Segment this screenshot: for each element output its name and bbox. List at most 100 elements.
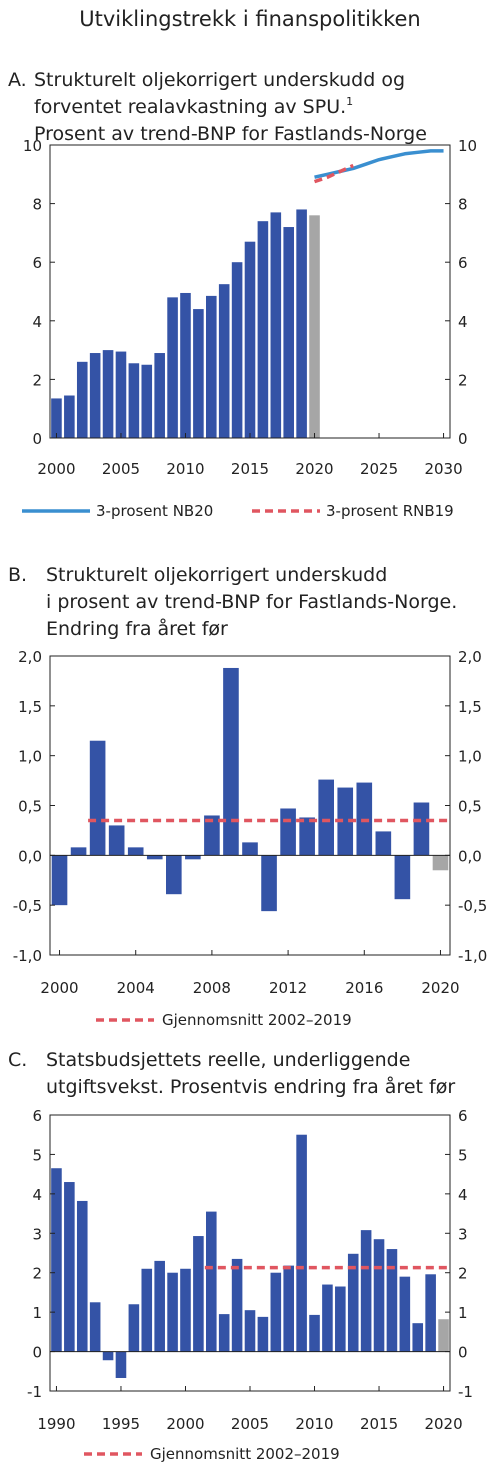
x-tick-label: 2010 (295, 1415, 333, 1433)
figure-title: Utviklingstrekk i finanspolitikken (79, 7, 421, 31)
x-tick-label: 2004 (117, 979, 155, 997)
bar-1996 (128, 1304, 140, 1352)
bar-2011 (193, 309, 204, 438)
y-tick-label-left: -1,0 (13, 947, 42, 965)
bar-2005 (244, 1310, 256, 1352)
y-tick-label-left: 1,5 (18, 698, 42, 716)
x-tick-label: 2025 (360, 460, 398, 478)
y-tick-label-right: 1,5 (458, 698, 482, 716)
y-tick-label-right: 0 (458, 430, 468, 448)
plot-frame (49, 655, 451, 956)
bar-2010 (180, 292, 191, 438)
bar-2005 (146, 855, 163, 860)
bar-1993 (89, 1302, 101, 1352)
bar-2006 (166, 855, 182, 895)
bar-2000 (51, 855, 68, 906)
y-tick-label-left: 0,0 (18, 847, 42, 865)
line-rnb19 (313, 163, 354, 184)
y-tick-label-right: 2 (458, 371, 468, 389)
chart-c: C. Statsbudsjettets reelle, underliggende… (8, 1049, 473, 1463)
chart-a: A. Strukturelt oljekorrigert underskudd o… (8, 69, 477, 520)
y-tick-label-left: 0,5 (18, 798, 42, 816)
legend-label-average: Gjennomsnitt 2002–2019 (150, 1445, 340, 1463)
bar-2014 (231, 262, 243, 438)
y-tick-label-right: 0,0 (458, 847, 482, 865)
x-tick-label: 2020 (421, 979, 459, 997)
y-tick-label-right: 2 (458, 1265, 468, 1283)
bar-2007 (185, 855, 201, 860)
bar-2016 (386, 1249, 398, 1352)
x-tick-label: 2005 (231, 1415, 269, 1433)
panel-b-letter: B. (8, 564, 27, 586)
y-tick-label-left: 0 (32, 1344, 42, 1362)
bar-2001 (64, 395, 75, 438)
y-tick-label-right: -0,5 (458, 897, 487, 915)
bar-2002 (89, 740, 106, 856)
x-tick-label: 1990 (37, 1415, 75, 1433)
bar-2006 (128, 363, 140, 438)
bar-1990 (51, 1168, 62, 1352)
bar-2014 (318, 779, 334, 856)
y-tick-label-right: 6 (458, 1107, 468, 1125)
x-tick-label: 2000 (166, 1415, 204, 1433)
y-tick-label-right: 0,5 (458, 798, 482, 816)
bar-2011 (261, 855, 277, 912)
bar-2009 (296, 1134, 307, 1352)
y-tick-label-right: 3 (458, 1225, 468, 1243)
y-tick-label-right: -1,0 (458, 947, 487, 965)
bar-2008 (154, 353, 165, 438)
bar-2011 (322, 1284, 333, 1352)
chart-b: B. Strukturelt oljekorrigert underskudd i … (8, 564, 487, 1029)
line-nb20 (314, 149, 444, 179)
panel-a-letter: A. (8, 69, 27, 91)
x-tick-label: 2030 (424, 460, 462, 478)
panel-c-title-line: Statsbudsjettets reelle, underliggende (46, 1049, 410, 1071)
bar-2009 (167, 297, 178, 438)
x-tick-label: 2008 (193, 979, 231, 997)
bar-2013 (218, 284, 230, 438)
y-tick-label-left: 1 (32, 1304, 42, 1322)
x-tick-label: 2005 (102, 460, 140, 478)
bar-2006 (257, 1316, 269, 1352)
bar-2002 (206, 1211, 217, 1352)
bar-2012 (335, 1286, 346, 1352)
x-tick-label: 2015 (360, 1415, 398, 1433)
y-tick-label-right: 5 (458, 1146, 468, 1164)
legend-label-nb20: 3-prosent NB20 (96, 502, 213, 520)
x-tick-label: 2020 (424, 1415, 462, 1433)
bar-2000 (51, 398, 62, 438)
bar-2007 (270, 1272, 282, 1352)
bar-2018 (394, 855, 411, 900)
bar-1999 (167, 1272, 178, 1352)
panel-b-title-line: Strukturelt oljekorrigert underskudd (46, 564, 387, 586)
y-tick-label-right: 1 (458, 1304, 468, 1322)
bar-2018 (283, 227, 294, 438)
x-tick-label: 2016 (345, 979, 383, 997)
bar-1995 (115, 1351, 127, 1378)
bar-2002 (76, 361, 88, 438)
bar-2019 (413, 802, 430, 856)
x-tick-label: 2012 (269, 979, 307, 997)
x-tick-label: 2010 (166, 460, 204, 478)
y-tick-label-left: 4 (32, 1186, 42, 1204)
bar-2012 (206, 295, 217, 438)
bar-2014 (360, 1230, 372, 1352)
y-tick-label-left: -0,5 (13, 897, 42, 915)
bar-2010 (242, 842, 258, 856)
y-tick-label-left: 6 (32, 254, 42, 272)
x-tick-label: 2000 (40, 979, 78, 997)
bar-2019 (296, 209, 307, 438)
bar-2017 (270, 212, 282, 438)
bar-2007 (141, 364, 153, 438)
bar-2016 (257, 221, 269, 438)
panel-c-title-line: utgiftsvekst. Prosentvis endring fra åre… (46, 1075, 455, 1098)
bar-1991 (64, 1182, 75, 1352)
bar-2018 (412, 1323, 424, 1352)
bar-2005 (115, 351, 127, 438)
x-tick-label: 1995 (102, 1415, 140, 1433)
y-tick-label-left: 0 (32, 430, 42, 448)
y-tick-label-left: 1,0 (18, 748, 42, 766)
bar-2001 (193, 1236, 204, 1352)
bar-2015 (337, 787, 354, 856)
